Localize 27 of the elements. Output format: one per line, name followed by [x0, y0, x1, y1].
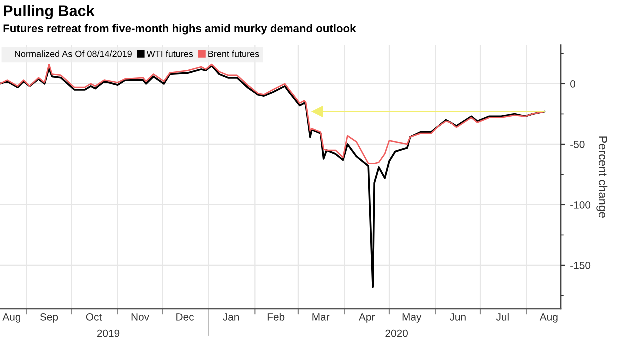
x-tick-label: Aug	[2, 314, 21, 323]
legend-label: Brent futures	[208, 50, 260, 58]
legend-label: WTI futures	[146, 50, 194, 58]
chart-title: Pulling Back	[4, 5, 95, 20]
x-tick-label: Apr	[359, 314, 376, 323]
y-tick-label: 0	[570, 80, 576, 88]
y-tick-label: -150	[570, 262, 591, 270]
x-tick-label: Mar	[312, 314, 330, 321]
x-tick-label: Dec	[176, 314, 194, 321]
x-tick-label: Sep	[40, 313, 58, 323]
y-axis-title: Percent change	[596, 136, 608, 218]
x-tick-label: Jul	[496, 313, 509, 321]
y-tick-label: -100	[570, 201, 591, 209]
x-tick-label: May	[402, 314, 422, 323]
chart-subtitle: Futures retreat from five-month highs amid murky demand outlook	[4, 24, 356, 35]
text: 2020	[386, 330, 408, 338]
x-tick-label: Nov	[132, 314, 150, 321]
x-tick-label: Feb	[268, 313, 285, 321]
x-tick-label: Jan	[223, 314, 240, 321]
x-tick-label: Aug	[540, 314, 558, 323]
x-tick-label: Oct	[86, 313, 102, 321]
legend-title: Normalized As Of 08/14/2019	[15, 50, 132, 58]
x-tick-label: Jun	[450, 314, 466, 321]
text: 2019	[97, 330, 120, 338]
line-series	[0, 64, 546, 165]
y-tick-label: -50	[570, 140, 585, 148]
line-series	[0, 64, 546, 288]
